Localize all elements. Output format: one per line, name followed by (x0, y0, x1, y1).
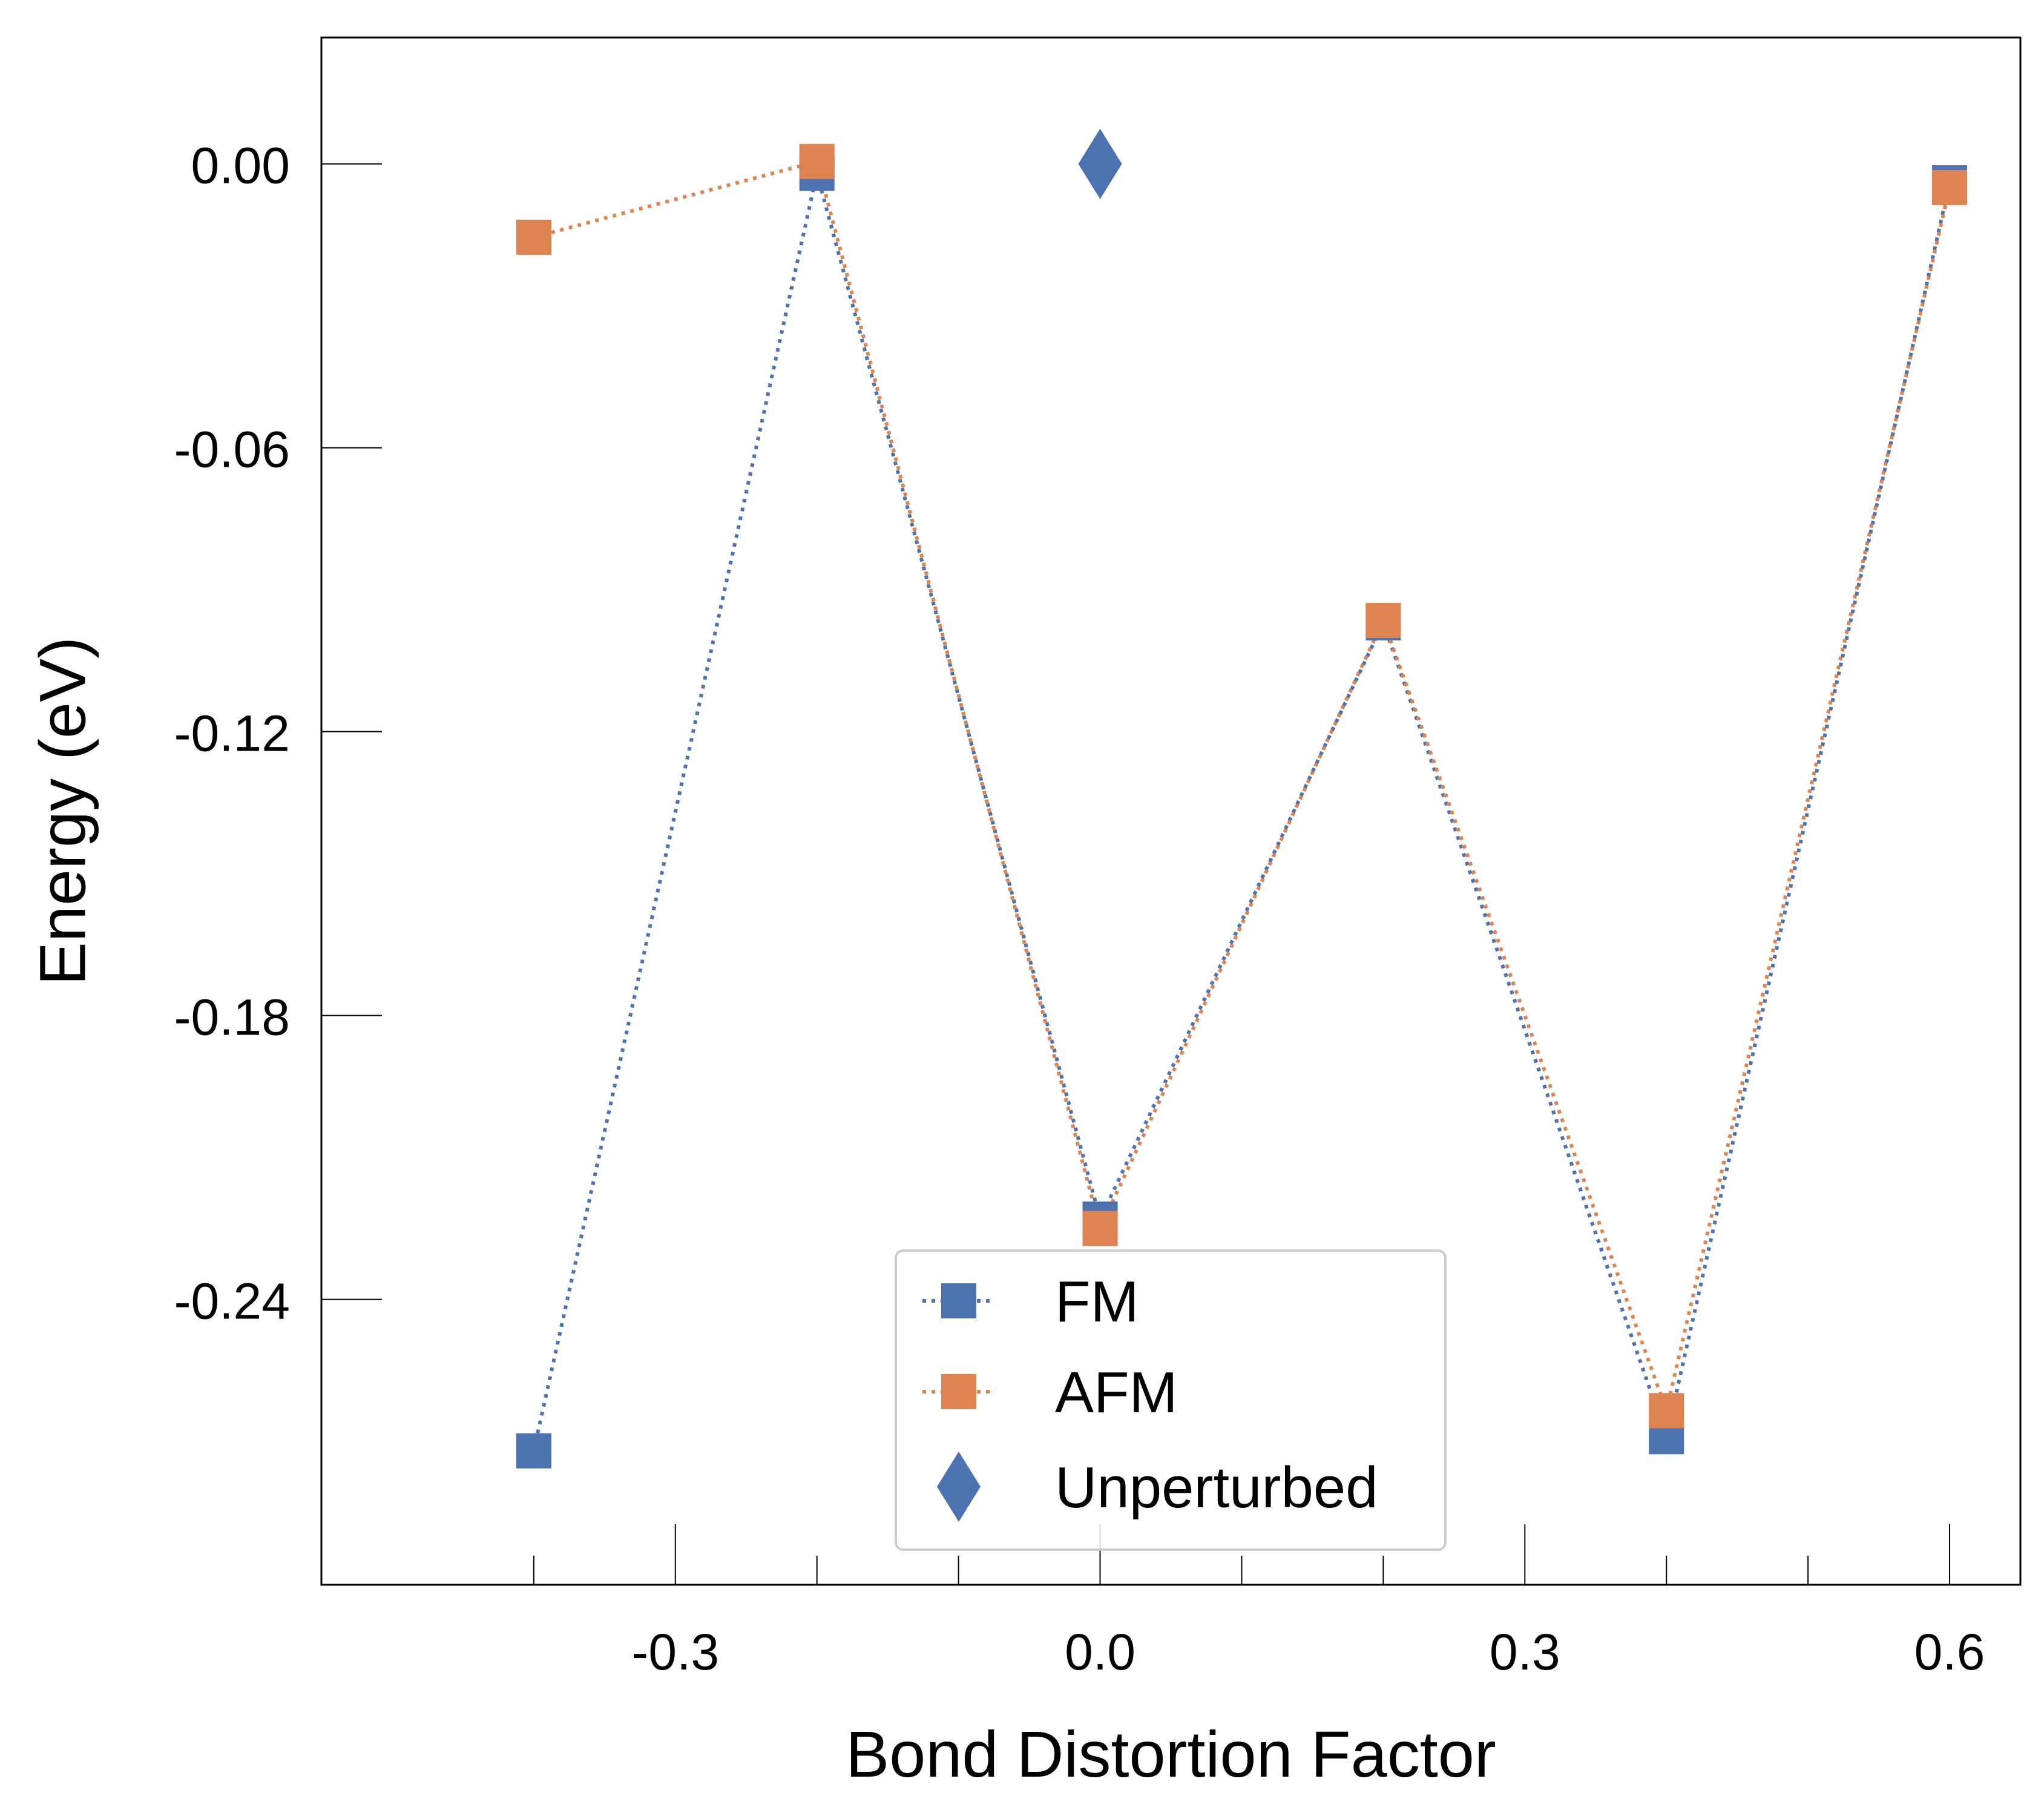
y-tick-label: -0.18 (174, 989, 290, 1046)
point-afm (1649, 1393, 1684, 1429)
legend: FM AFM Unperturbed (895, 1249, 1447, 1551)
point-fm (516, 1433, 551, 1469)
series-line-fm (531, 173, 1951, 1452)
point-afm (1932, 169, 1968, 205)
point-afm (516, 219, 551, 255)
legend-marker-unperturbed (937, 1452, 981, 1522)
x-tick-label: 0.3 (1490, 1624, 1560, 1680)
legend-label-unperturbed: Unperturbed (1055, 1455, 1378, 1520)
y-axis-label: Energy (eV) (26, 637, 99, 985)
x-tick-label: 0.6 (1914, 1624, 1985, 1680)
legend-label-fm: FM (1055, 1269, 1139, 1334)
y-tick-label: 0.00 (191, 137, 291, 194)
point-afm (799, 143, 835, 179)
ticks-layer: 0.00 -0.06 -0.12 -0.18 -0.24 -0.3 0.0 0.3 0.6 (174, 137, 1985, 1680)
y-tick-label: -0.06 (174, 421, 290, 478)
y-tick-label: -0.24 (174, 1273, 290, 1330)
point-unperturbed (1078, 128, 1122, 199)
legend-label-afm: AFM (1055, 1360, 1178, 1425)
x-tick-label: -0.3 (631, 1624, 719, 1680)
y-tick-label: -0.12 (174, 705, 290, 762)
point-afm (1082, 1211, 1118, 1246)
series-layer (516, 128, 1968, 1469)
x-tick-label: 0.0 (1065, 1624, 1135, 1680)
legend-marker-afm (941, 1374, 976, 1409)
x-axis-label: Bond Distortion Factor (846, 1717, 1496, 1791)
series-line-afm (533, 159, 1951, 1417)
plot-frame (320, 36, 2022, 1586)
point-afm (1365, 602, 1401, 638)
legend-marker-fm (941, 1283, 976, 1318)
legend-box (895, 1249, 1447, 1551)
